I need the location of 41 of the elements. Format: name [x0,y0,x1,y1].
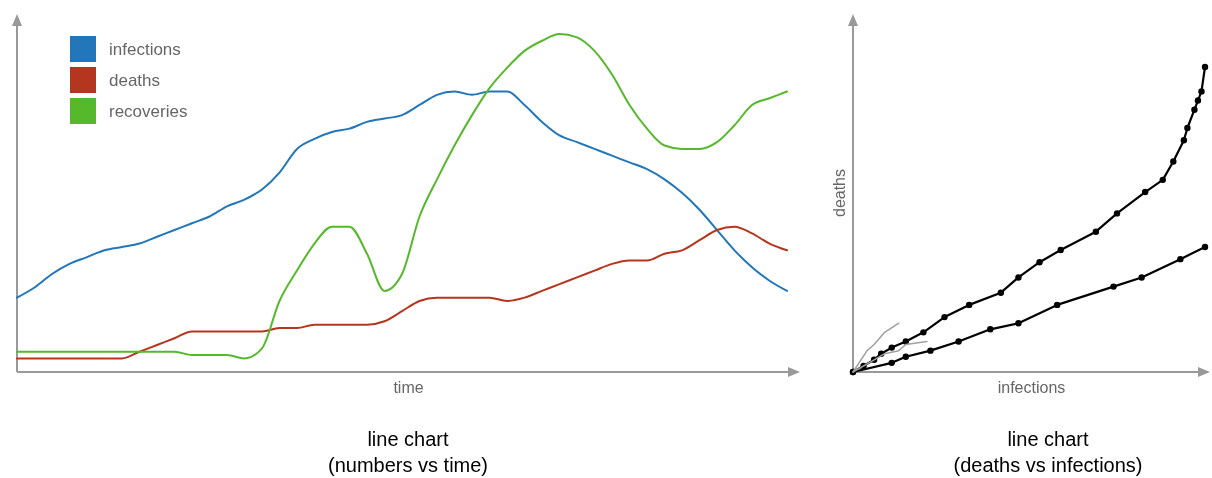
point [1092,228,1100,235]
text: line chart [367,428,450,450]
point [941,313,948,321]
point [1184,124,1191,132]
legend-label: infections [109,40,181,59]
point [1194,97,1202,104]
point [965,301,973,309]
point [1015,320,1022,327]
point [1180,137,1188,144]
point [1113,210,1121,217]
y-axis-title: deaths [831,168,848,218]
text: (numbers vs time) [327,454,489,476]
point [1159,176,1166,184]
text: line chart [1007,428,1090,450]
x-axis-title: time [393,379,424,396]
point [1036,259,1043,266]
legend-label: deaths [109,71,161,90]
point [1191,106,1198,113]
point [902,353,909,360]
point [920,329,927,336]
point [1110,283,1117,290]
point [1138,274,1145,281]
point [1177,255,1184,263]
point [888,344,895,351]
point [1201,243,1209,251]
point [997,289,1005,296]
text: (deaths vs infections) [953,454,1143,476]
point [888,359,895,367]
x-axis-title: infections [997,379,1066,396]
point [955,338,962,345]
point [902,338,909,345]
point [1057,246,1064,254]
point [1170,158,1177,165]
point [1201,63,1209,71]
point [1053,301,1061,309]
point [987,326,994,333]
point [927,347,934,354]
point [1141,188,1149,196]
point [1015,274,1022,281]
legend-label: recoveries [109,102,188,121]
point [1198,88,1205,95]
